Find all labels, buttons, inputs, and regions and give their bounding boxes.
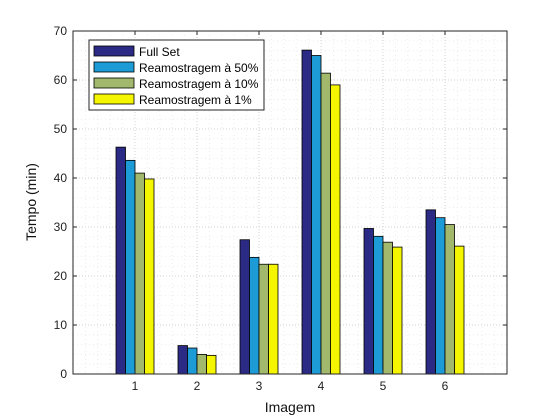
bar-series-4-cat-4 bbox=[330, 84, 341, 375]
y-tick-label: 0 bbox=[60, 367, 67, 381]
y-tick-label: 20 bbox=[54, 269, 68, 283]
x-axis-label: Imagem bbox=[265, 399, 316, 415]
bars-group bbox=[115, 49, 465, 375]
bar-series-1-cat-6 bbox=[425, 209, 436, 375]
plot-frame bbox=[72, 30, 508, 375]
bar-series-2-cat-2 bbox=[187, 347, 198, 375]
legend: Full Set Reamostragem à 50% Reamostragem à… bbox=[88, 39, 265, 111]
bar-series-3-cat-4 bbox=[320, 72, 331, 375]
bar-series-3-cat-3 bbox=[258, 263, 269, 375]
x-tick-label: 2 bbox=[194, 379, 201, 393]
bar-series-3-cat-2 bbox=[196, 353, 207, 375]
bar-series-3-cat-1 bbox=[134, 172, 145, 375]
bar-series-2-cat-1 bbox=[125, 159, 136, 375]
x-axis-ticks: 1 2 3 4 5 6 bbox=[132, 31, 449, 393]
y-tick-label: 10 bbox=[54, 318, 68, 332]
bar-series-1-cat-1 bbox=[115, 146, 126, 375]
legend-swatch bbox=[93, 61, 135, 73]
bar-series-2-cat-4 bbox=[311, 55, 322, 375]
x-tick-label: 6 bbox=[442, 379, 449, 393]
bar-series-3-cat-5 bbox=[382, 241, 393, 375]
legend-entry-label: Reamostragem à 50% bbox=[139, 61, 259, 75]
bar-series-1-cat-5 bbox=[363, 228, 374, 375]
y-tick-label: 30 bbox=[54, 220, 68, 234]
bar-series-1-cat-2 bbox=[177, 345, 188, 375]
bar-series-1-cat-3 bbox=[239, 239, 250, 375]
bar-series-4-cat-3 bbox=[268, 263, 279, 375]
y-tick-label: 40 bbox=[54, 171, 68, 185]
bar-series-2-cat-3 bbox=[249, 256, 260, 375]
x-tick-label: 4 bbox=[318, 379, 325, 393]
bar-series-2-cat-6 bbox=[435, 217, 446, 375]
bar-series-2-cat-5 bbox=[373, 235, 384, 375]
legend-entry-label: Full Set bbox=[139, 45, 180, 59]
legend-swatch bbox=[93, 77, 135, 89]
legend-swatch bbox=[93, 93, 135, 105]
legend-entry-label: Reamostragem à 10% bbox=[139, 77, 259, 91]
x-tick-label: 3 bbox=[256, 379, 263, 393]
legend-swatch bbox=[93, 45, 135, 57]
bar-series-1-cat-4 bbox=[301, 49, 312, 375]
legend-entry-label: Reamostragem à 1% bbox=[139, 93, 252, 107]
x-tick-label: 1 bbox=[132, 379, 139, 393]
bar-series-4-cat-2 bbox=[206, 354, 217, 375]
y-tick-label: 50 bbox=[54, 122, 68, 136]
y-tick-label: 60 bbox=[54, 73, 68, 87]
bar-series-4-cat-5 bbox=[392, 246, 403, 375]
y-axis-label: Tempo (min) bbox=[23, 163, 39, 241]
bar-series-4-cat-1 bbox=[144, 178, 155, 375]
bar-series-4-cat-6 bbox=[454, 245, 465, 375]
x-tick-label: 5 bbox=[380, 379, 387, 393]
y-axis-ticks: 0 10 20 30 40 50 60 70 bbox=[54, 24, 507, 381]
bar-series-3-cat-6 bbox=[444, 224, 455, 375]
y-tick-label: 70 bbox=[54, 24, 68, 38]
